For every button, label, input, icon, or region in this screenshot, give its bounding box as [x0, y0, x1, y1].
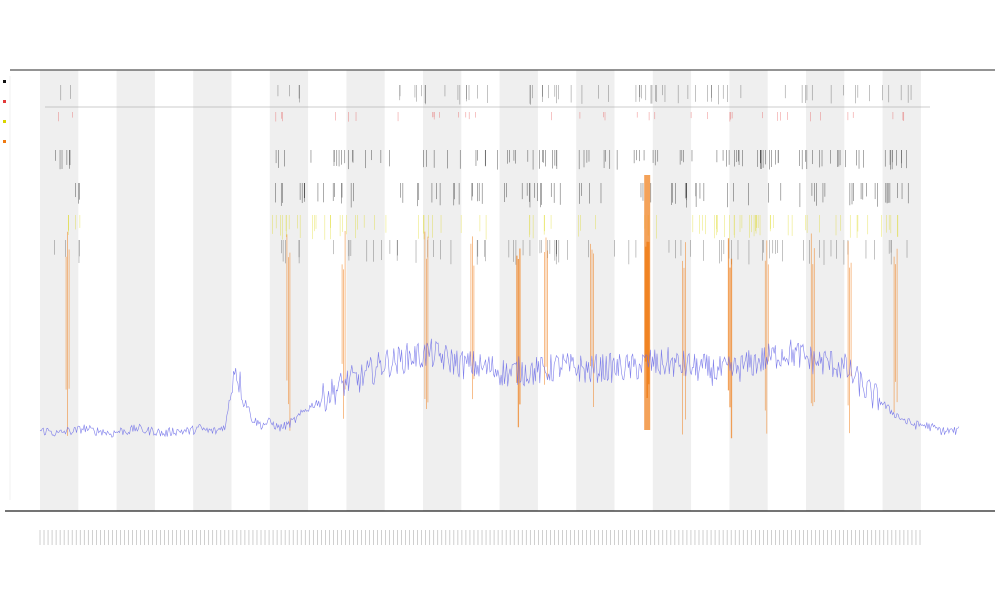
legend-item-1	[3, 100, 13, 120]
chart-legend	[3, 80, 13, 160]
background-band	[882, 70, 921, 511]
legend-swatch-2	[3, 120, 6, 123]
legend-swatch-1	[3, 100, 6, 103]
background-band	[193, 70, 232, 511]
background-band	[116, 70, 155, 511]
legend-item-3	[3, 140, 13, 160]
background-band	[729, 70, 768, 511]
background-band	[576, 70, 615, 511]
background-band	[40, 70, 79, 511]
background-band	[346, 70, 385, 511]
legend-swatch-0	[3, 80, 6, 83]
legend-item-0	[3, 80, 13, 100]
legend-swatch-3	[3, 140, 6, 143]
background-band	[269, 70, 309, 511]
background-band	[423, 70, 462, 511]
background-band	[652, 70, 692, 511]
background-band	[806, 70, 845, 511]
signal-line	[39, 338, 960, 438]
spike-bar	[644, 175, 651, 430]
legend-item-2	[3, 120, 13, 140]
